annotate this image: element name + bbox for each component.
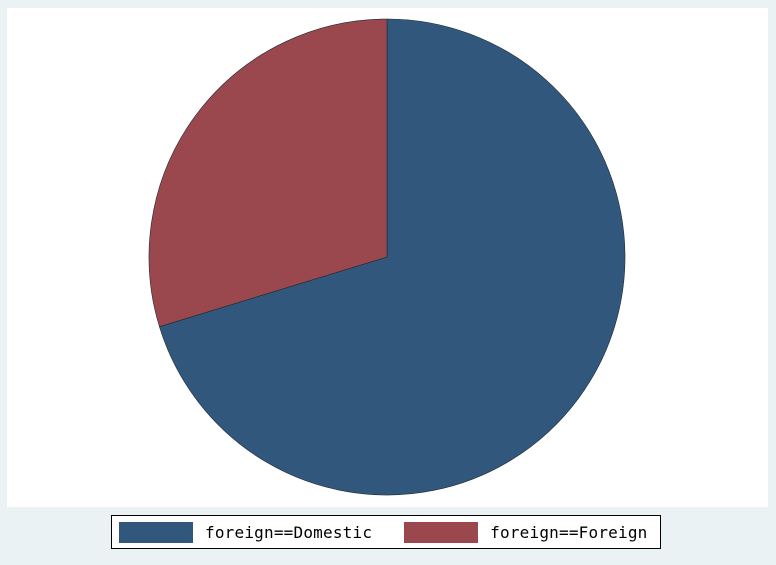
legend-label-domestic: foreign==Domestic xyxy=(205,522,373,542)
legend: foreign==Domestic foreign==Foreign xyxy=(111,515,661,549)
plot-region xyxy=(7,8,768,507)
legend-swatch-domestic xyxy=(119,521,193,543)
pie-slice-foreign xyxy=(148,18,388,328)
pie-slice-domestic xyxy=(159,18,626,496)
legend-swatch-foreign xyxy=(404,521,479,543)
legend-entry-domestic: foreign==Domestic xyxy=(119,521,373,543)
legend-label-foreign: foreign==Foreign xyxy=(490,522,648,542)
legend-entry-foreign: foreign==Foreign xyxy=(404,521,648,543)
pie-chart xyxy=(148,18,626,496)
